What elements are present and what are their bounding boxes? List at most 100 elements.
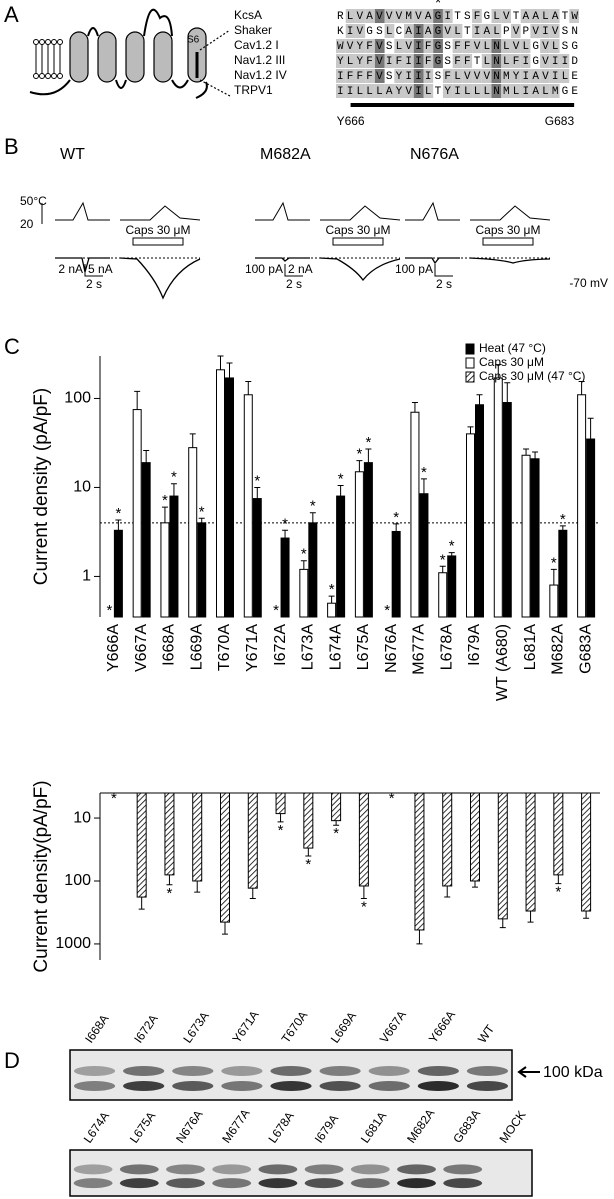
residue-shade <box>384 54 395 68</box>
lane-label: L678A <box>265 1109 296 1145</box>
bar <box>493 377 503 618</box>
residue-shade <box>413 39 424 53</box>
x-tick-label: L674A <box>327 624 344 671</box>
bar <box>358 792 369 887</box>
heat-stimulus <box>55 201 110 221</box>
bar <box>160 522 170 618</box>
caps-bar <box>332 237 384 246</box>
significance: * <box>106 602 112 619</box>
lane-label: V667A <box>377 1008 409 1046</box>
residue-shade <box>374 69 385 83</box>
time-scale: 2 s <box>286 277 302 291</box>
significance: * <box>305 856 311 873</box>
bar <box>354 471 364 618</box>
error-bar <box>277 813 284 823</box>
significance: * <box>338 471 344 488</box>
error-bar <box>439 565 446 573</box>
bar <box>188 447 198 618</box>
residue-shade <box>452 69 463 83</box>
bar <box>497 792 508 920</box>
residue-shade <box>549 24 560 38</box>
sequence: RLVAVVVMVAGITSFGLVTAALATW <box>337 11 578 23</box>
y-tick-label: 100 <box>64 390 91 407</box>
residue-shade <box>336 54 346 68</box>
bar <box>581 792 592 912</box>
residue-shade <box>540 54 550 68</box>
residue-shade <box>345 84 356 98</box>
error-bar <box>476 394 483 405</box>
error-bar <box>578 381 585 395</box>
caps-bar <box>482 237 534 246</box>
residue-shade <box>559 54 570 68</box>
heat-stimulus <box>255 201 310 221</box>
bar <box>549 584 559 618</box>
residue-shade <box>472 9 482 23</box>
bar <box>391 530 401 618</box>
residue-shade <box>481 39 492 53</box>
bar <box>192 792 203 882</box>
panel-label: D <box>4 1048 20 1073</box>
current-scale: 100 pA <box>245 262 283 276</box>
residue-shade <box>336 69 346 83</box>
y-axis-label: Current density (pA/pF) <box>31 388 52 585</box>
band <box>466 1066 509 1076</box>
lane-label: L669A <box>328 1009 359 1045</box>
x-tick-label: I672A <box>272 624 289 666</box>
lane-label: G683A <box>450 1107 483 1146</box>
residue-shade <box>442 84 453 98</box>
significance: * <box>162 492 168 509</box>
bar <box>525 792 536 912</box>
residue-shade <box>433 24 443 38</box>
residue-shade <box>481 24 492 38</box>
residue-shade <box>462 39 473 53</box>
residue-shade <box>394 39 405 53</box>
residue-shade <box>520 54 531 68</box>
lane-label: L673A <box>180 1009 211 1045</box>
significance: * <box>361 899 367 916</box>
error-bar <box>194 880 201 893</box>
error-bar <box>448 552 455 556</box>
lane-label: Y666A <box>426 1008 458 1046</box>
band <box>73 1066 116 1076</box>
residue-shade <box>501 69 511 83</box>
band <box>270 1066 312 1076</box>
band <box>304 1178 344 1189</box>
error-bar <box>282 529 289 539</box>
bar <box>558 529 568 618</box>
error-bar <box>559 525 566 531</box>
temp-trace <box>320 205 401 221</box>
range-bar <box>350 103 575 107</box>
channel-cartoon <box>29 8 231 99</box>
error-bar <box>166 874 173 886</box>
legend-swatch <box>465 343 475 355</box>
mutant-name: M682A <box>260 146 311 163</box>
residue-shade <box>355 84 366 98</box>
caps-current <box>469 257 551 264</box>
residue-shade <box>423 54 434 68</box>
bar <box>132 409 142 618</box>
residue-shade <box>404 69 414 83</box>
residue-shade <box>549 84 560 98</box>
residue-shade <box>384 24 395 38</box>
residue-shade <box>520 9 531 23</box>
residue-shade <box>510 69 521 83</box>
marker-label: 100 kDa <box>543 1064 603 1081</box>
error-bar <box>143 450 150 463</box>
band <box>221 1081 263 1091</box>
panel-label: B <box>4 134 19 159</box>
residue-shade <box>355 9 366 23</box>
time-scale: 2 s <box>86 277 102 291</box>
band <box>172 1081 214 1091</box>
error-bar <box>504 382 511 403</box>
bar <box>442 792 453 887</box>
bar <box>243 394 253 618</box>
sequence: WVYFVSLVIFGSFFVLNLVLGVLSG <box>337 41 578 53</box>
scale-bar <box>284 264 303 277</box>
residue-shade <box>404 39 414 53</box>
alignment: KcsA RLVAVVVMVAGITSFGLVTAALATW Shaker KIVGS… <box>234 0 579 128</box>
lane-label: N676A <box>173 1107 206 1145</box>
residue-shade <box>510 24 521 38</box>
band <box>166 1178 205 1189</box>
caps-current <box>319 257 401 282</box>
